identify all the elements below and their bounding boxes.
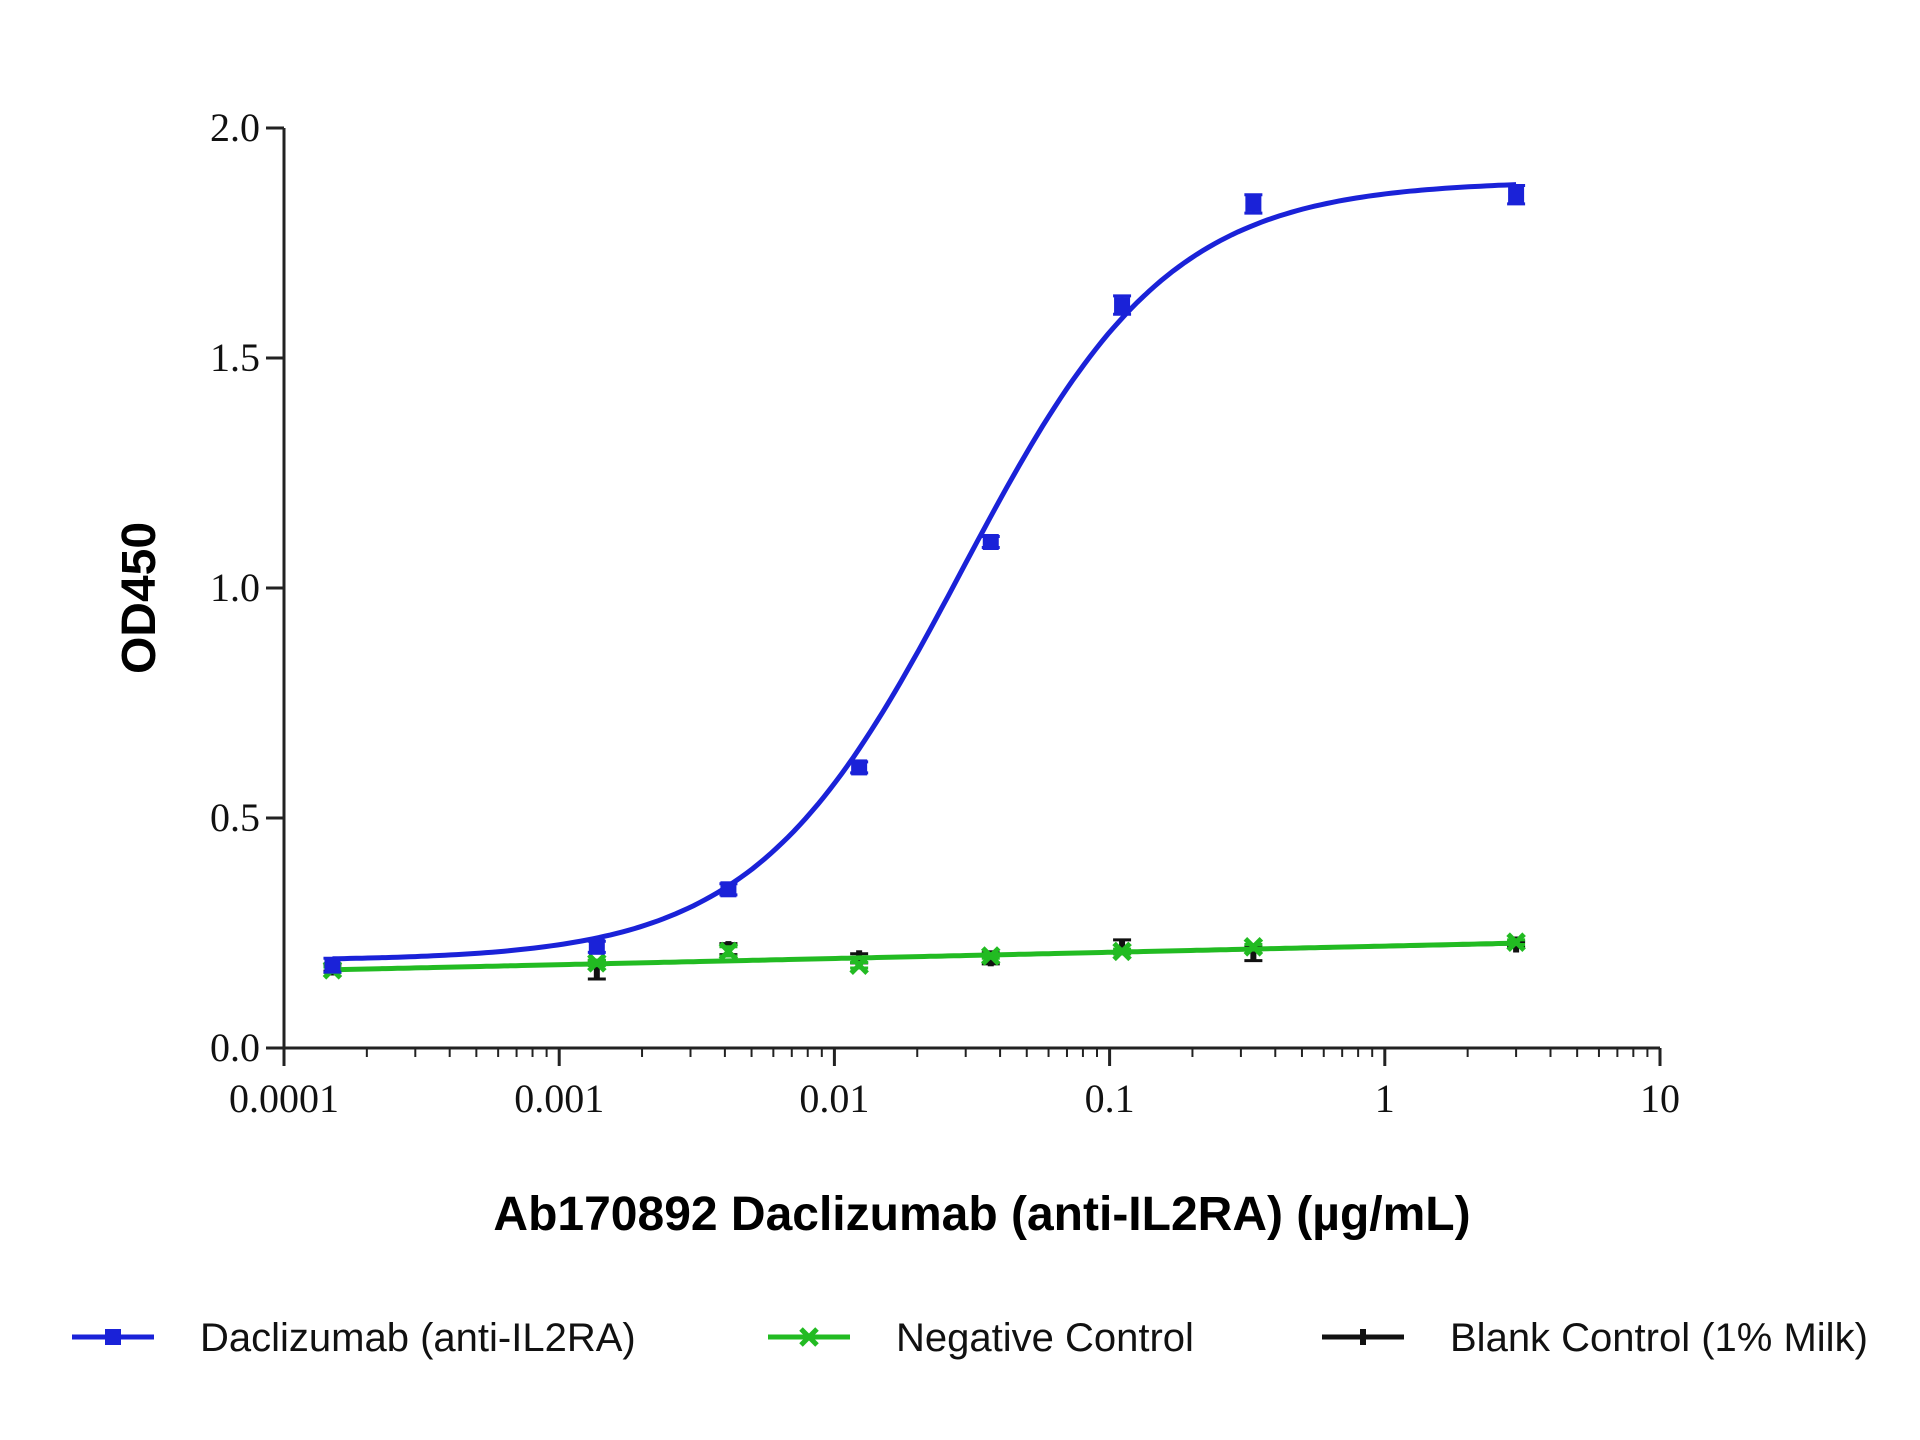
y-tick-label: 0.5	[210, 795, 260, 840]
data-point	[1119, 938, 1126, 955]
marker-stroke	[1243, 937, 1264, 957]
data-point	[587, 953, 607, 973]
plot-content	[322, 182, 1526, 981]
y-tick-label: 2.0	[210, 105, 260, 150]
data-point	[105, 1329, 121, 1345]
legend-label: Blank Control (1% Milk)	[1450, 1316, 1868, 1360]
legend-label: Negative Control	[896, 1316, 1194, 1360]
data-point	[588, 938, 605, 955]
fit-curve	[332, 940, 1517, 973]
data-point	[849, 955, 869, 975]
x-tick-label: 0.001	[514, 1076, 604, 1121]
data-point	[1112, 941, 1132, 962]
axes: 0.0 0.5 1.0 1.5 2.0 0.0001 0.001 0.01 0.1 1 10	[210, 105, 1680, 1121]
legend-item-0: Daclizumab (anti-IL2RA)	[72, 1316, 636, 1360]
y-ticks: 0.0 0.5 1.0 1.5 2.0	[210, 105, 284, 1070]
data-point	[718, 941, 739, 962]
marker-stroke	[1112, 941, 1132, 962]
y-tick-label: 1.0	[210, 565, 260, 610]
data-point	[1243, 937, 1264, 957]
data-point	[324, 957, 341, 974]
data-point	[593, 961, 600, 978]
y-tick-label: 0.0	[210, 1025, 260, 1070]
data-point	[1360, 1329, 1366, 1345]
data-point	[851, 759, 868, 776]
legend-item-1: Negative Control	[768, 1316, 1194, 1360]
marker-stroke	[981, 946, 1001, 966]
x-tick-label: 1	[1375, 1076, 1395, 1121]
y-axis-title: OD450	[113, 522, 166, 674]
legend-label: Daclizumab (anti-IL2RA)	[200, 1316, 636, 1360]
marker-stroke	[799, 1327, 819, 1347]
data-point	[799, 1327, 819, 1347]
x-tick-label: 0.01	[799, 1076, 869, 1121]
data-point	[982, 534, 999, 550]
legend: Daclizumab (anti-IL2RA) Negative Control B…	[72, 1316, 1868, 1360]
data-point	[1245, 195, 1262, 212]
x-tick-label: 10	[1640, 1076, 1680, 1121]
x-tick-label: 0.1	[1085, 1076, 1135, 1121]
data-point	[981, 946, 1001, 966]
marker-stroke	[849, 955, 869, 975]
x-tick-label: 0.0001	[229, 1076, 339, 1121]
marker-stroke	[718, 941, 739, 962]
data-point	[1508, 186, 1525, 203]
data-point	[1114, 297, 1131, 314]
series-1	[322, 932, 1526, 980]
data-point	[1250, 945, 1257, 962]
data-point	[1506, 932, 1526, 952]
series-0	[323, 182, 1526, 974]
x-ticks: 0.0001 0.001 0.01 0.1 1 10	[229, 1048, 1680, 1121]
marker-stroke	[1506, 932, 1526, 952]
data-point	[720, 881, 737, 898]
fit-curve	[332, 182, 1517, 962]
legend-item-2: Blank Control (1% Milk)	[1322, 1316, 1868, 1360]
y-tick-label: 1.5	[210, 335, 260, 380]
marker-stroke	[587, 953, 607, 973]
x-axis-title: Ab170892 Daclizumab (anti-IL2RA) (µg/mL)	[493, 1188, 1470, 1241]
